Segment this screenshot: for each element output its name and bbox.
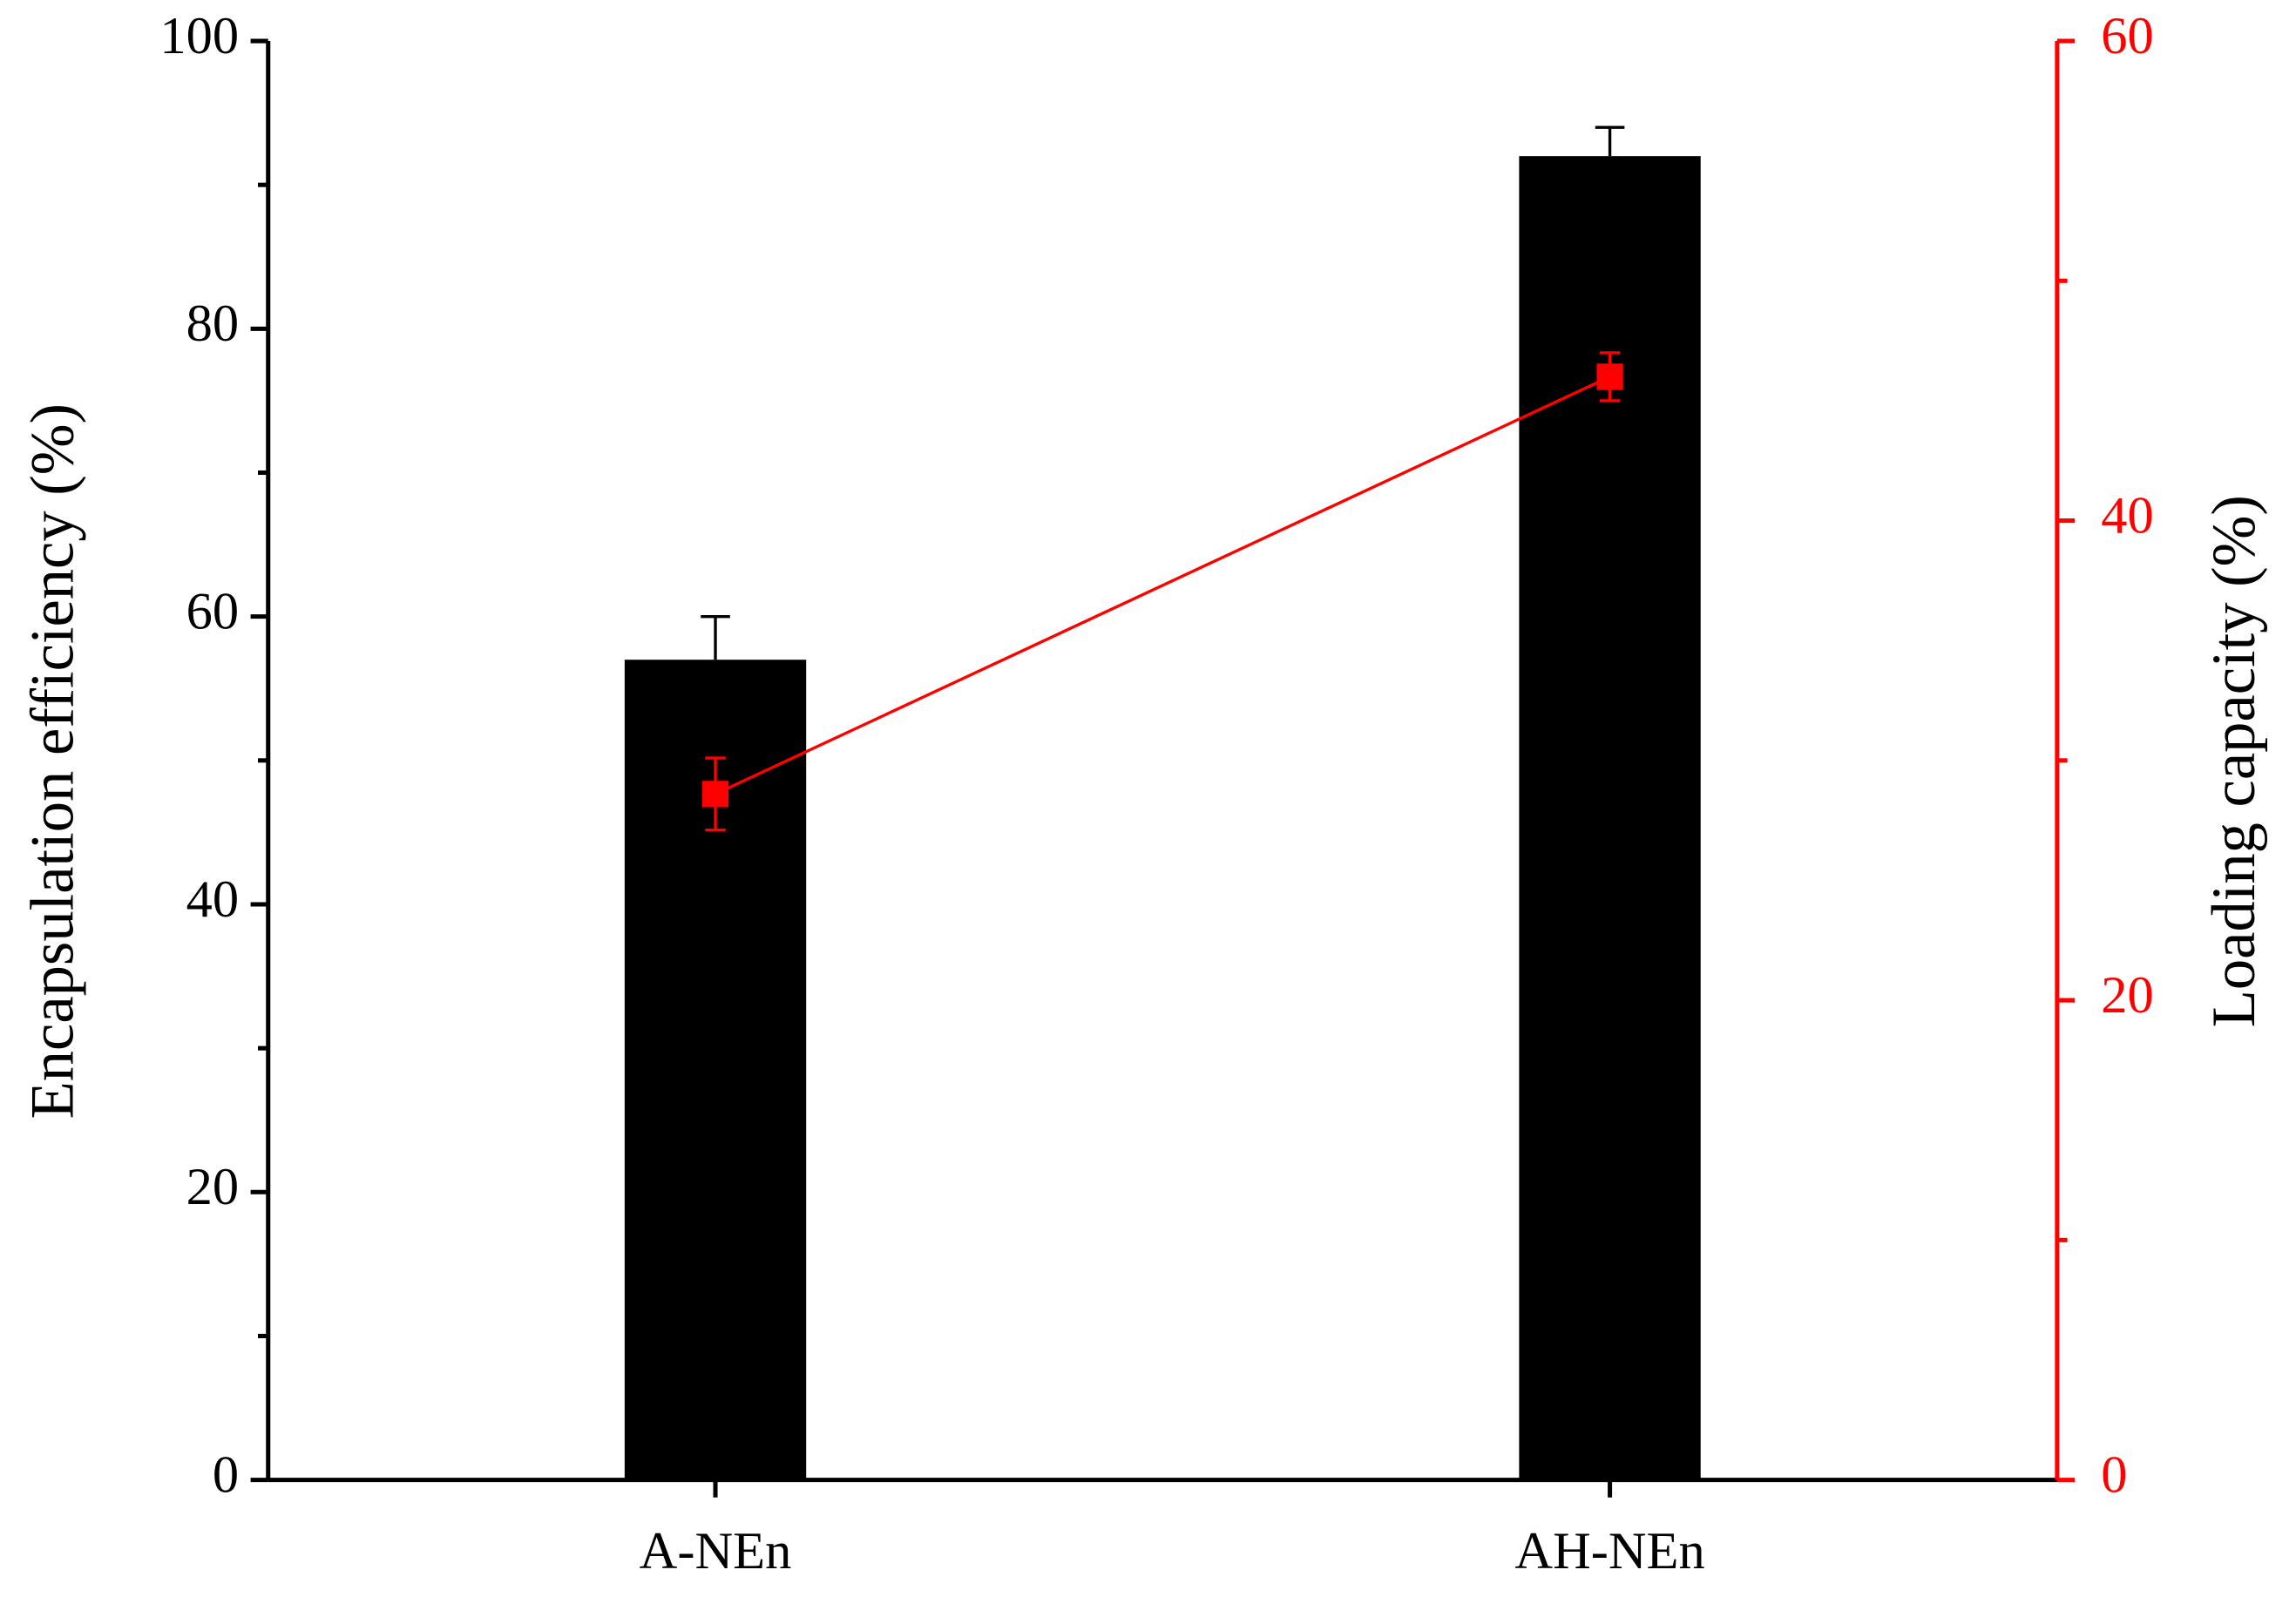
y-tick-label: 100 xyxy=(159,7,239,65)
y2-tick-label: 20 xyxy=(2101,966,2153,1025)
y-tick-label: 0 xyxy=(213,1445,239,1504)
x-tick-label: AH-NEn xyxy=(1514,1522,1704,1580)
error-bar xyxy=(701,614,730,660)
y-tick-label: 20 xyxy=(186,1158,239,1216)
y-tick-label: 40 xyxy=(186,870,239,929)
y2-tick-label: 40 xyxy=(2101,486,2153,545)
y2-tick-label: 0 xyxy=(2101,1445,2127,1504)
y-axis-title: Encapsulation efficiency (%) xyxy=(19,403,87,1119)
y2-axis-title: Loading capacity (%) xyxy=(2200,495,2268,1027)
marker xyxy=(701,781,729,808)
y2-tick-label: 60 xyxy=(2101,7,2153,65)
marker xyxy=(1596,363,1623,390)
y-tick-label: 80 xyxy=(186,294,239,353)
y-tick-label: 60 xyxy=(186,583,239,641)
error-bar xyxy=(1595,125,1625,157)
line xyxy=(715,375,1611,795)
x-tick-label: A-NEn xyxy=(640,1522,792,1580)
